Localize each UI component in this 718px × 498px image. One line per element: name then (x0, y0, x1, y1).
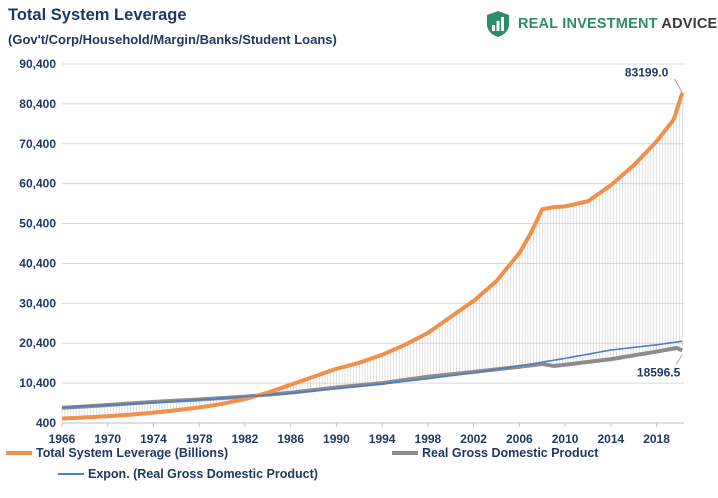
x-tick-label: 1994 (369, 432, 396, 446)
annotation-leader-gdp (675, 354, 683, 365)
x-tick-label: 2002 (460, 432, 487, 446)
y-tick-label: 90,400 (19, 57, 56, 71)
x-tick-label: 1970 (94, 432, 121, 446)
x-tick-label: 1974 (140, 432, 167, 446)
shield-chart-icon (487, 11, 509, 37)
y-tick-label: 50,400 (19, 217, 56, 231)
legend-label-expon: Expon. (Real Gross Domestic Product) (88, 467, 318, 481)
annotation-leader-leverage (673, 78, 683, 93)
x-tick-label: 1986 (277, 432, 304, 446)
series-line-expon-trend (61, 340, 683, 409)
brand-name-part2: ADVICE (661, 16, 718, 32)
legend-swatch-expon (58, 473, 84, 475)
x-tick-label: 2014 (597, 432, 624, 446)
legend-swatch-gdp (392, 451, 418, 455)
y-tick-label: 60,400 (19, 177, 56, 191)
x-tick-label: 1978 (186, 432, 213, 446)
x-tick-label: 2006 (506, 432, 533, 446)
brand-name-part1: REAL INVESTMENT (518, 16, 658, 32)
y-tick-label: 30,400 (19, 296, 56, 310)
y-tick-label: 400 (36, 416, 56, 430)
legend-swatch-leverage (6, 451, 32, 455)
x-tick-label: 1998 (415, 432, 442, 446)
y-axis-ticks: 400 10,400 20,400 30,400 40,400 50,400 60,400 7… (19, 57, 56, 430)
x-tick-label: 1966 (49, 432, 76, 446)
y-tick-label: 40,400 (19, 256, 56, 270)
x-tick-label: 1982 (232, 432, 259, 446)
chart-series (61, 92, 685, 421)
series-line-total-leverage (61, 92, 685, 421)
x-tick-label: 1990 (323, 432, 350, 446)
legend-label-gdp: Real Gross Domestic Product (422, 446, 599, 460)
chart-drop-lines (61, 92, 683, 419)
x-tick-label: 2018 (643, 432, 670, 446)
legend-item-gdp: Real Gross Domestic Product (392, 446, 598, 460)
brand-logo: REAL INVESTMENT ADVICE (486, 10, 717, 38)
brand-name: REAL INVESTMENT ADVICE (518, 16, 717, 32)
annotation-leverage-last: 83199.0 (625, 66, 669, 80)
y-tick-label: 70,400 (19, 137, 56, 151)
x-axis-ticks: 1966 1970 1974 1978 1982 1986 1990 1994 1998 2002… (49, 432, 671, 446)
chart-grid (61, 63, 684, 427)
annotation-gdp-last: 18596.5 (637, 365, 681, 379)
chart-subtitle: (Gov't/Corp/Household/Margin/Banks/Stude… (8, 32, 337, 47)
chart-title: Total System Leverage (8, 6, 187, 24)
y-tick-label: 10,400 (19, 376, 56, 390)
legend-label-leverage: Total System Leverage (Billions) (36, 446, 229, 460)
legend-item-expon: Expon. (Real Gross Domestic Product) (58, 467, 318, 481)
y-tick-label: 80,400 (19, 97, 56, 111)
x-tick-label: 2010 (552, 432, 579, 446)
y-tick-label: 20,400 (19, 336, 56, 350)
chart-annotations: 83199.0 18596.5 (625, 66, 683, 379)
legend-item-leverage: Total System Leverage (Billions) (6, 446, 228, 460)
